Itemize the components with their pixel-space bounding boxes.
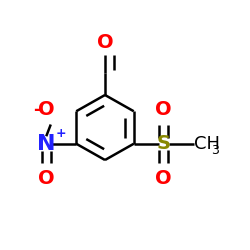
Text: O: O — [156, 169, 172, 188]
Text: O: O — [97, 34, 113, 52]
Text: O: O — [38, 169, 54, 188]
Text: +: + — [56, 127, 66, 140]
Text: CH: CH — [194, 135, 220, 153]
Text: 3: 3 — [211, 144, 218, 156]
Text: S: S — [157, 134, 171, 153]
Text: O: O — [38, 100, 54, 119]
Text: N: N — [37, 134, 56, 154]
Text: O: O — [156, 100, 172, 119]
Text: -: - — [33, 101, 40, 119]
